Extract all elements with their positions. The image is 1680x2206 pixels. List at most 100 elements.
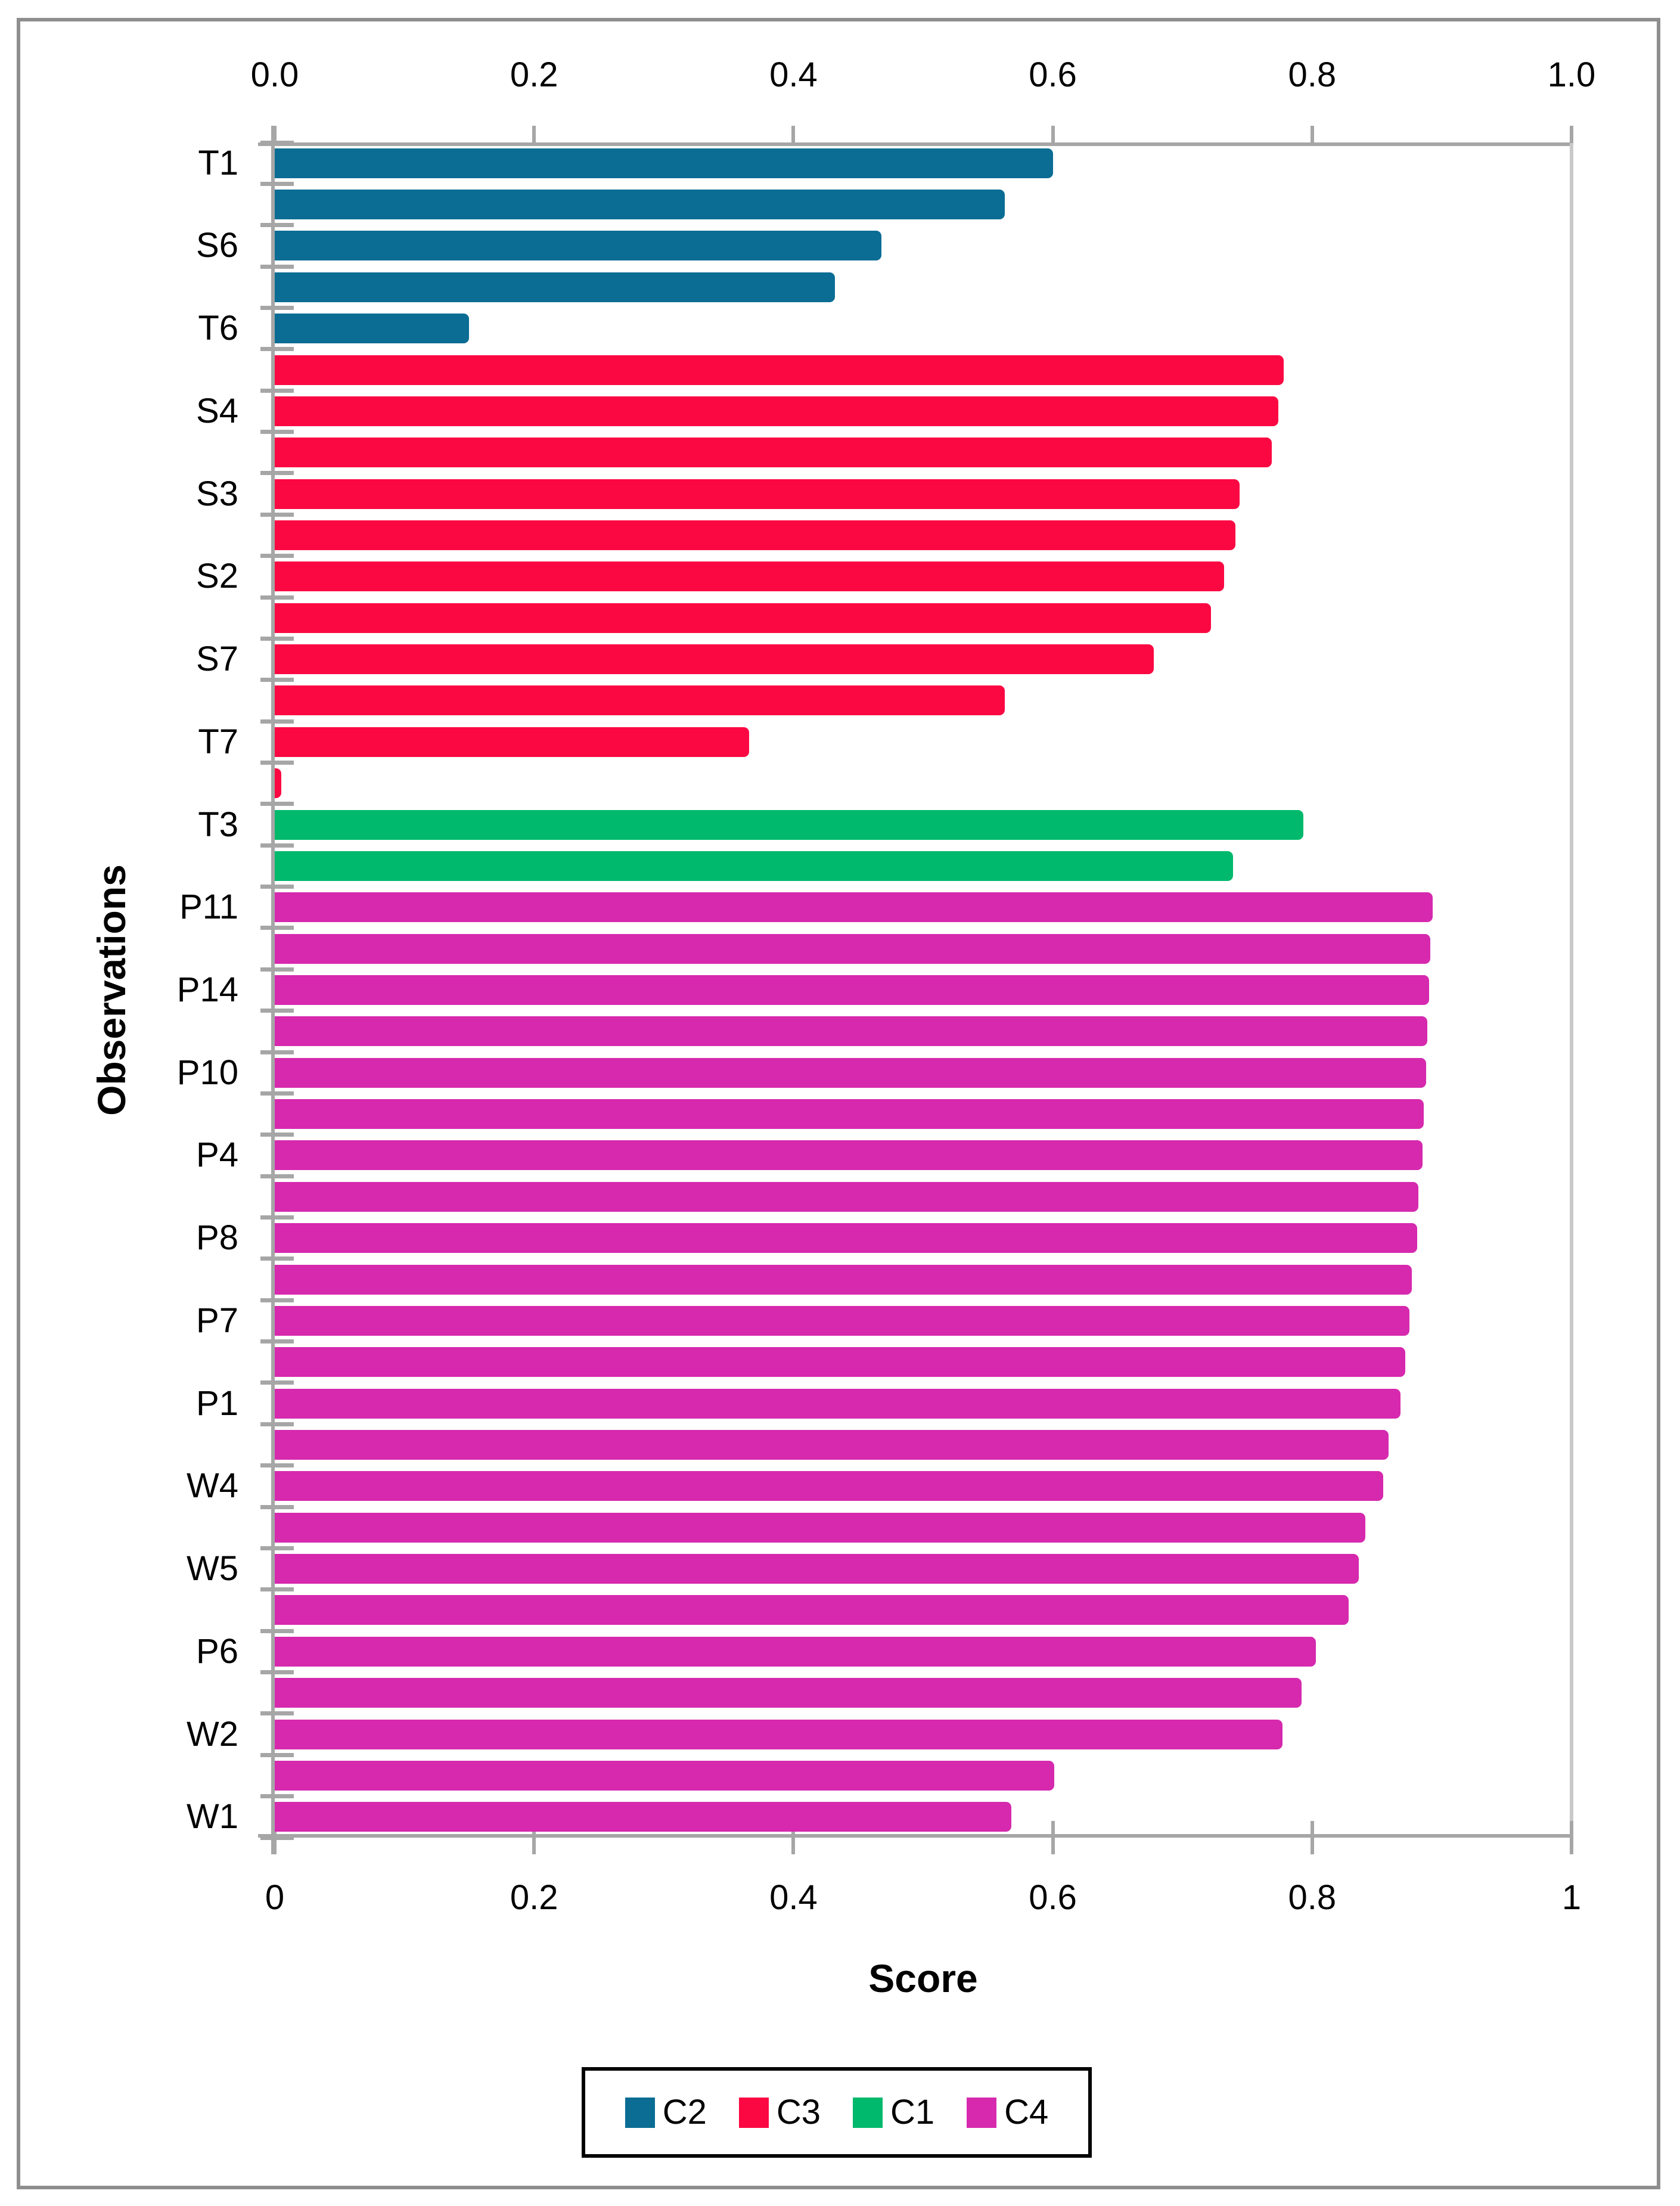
category-axis-tick — [260, 1133, 294, 1137]
category-axis-tick — [260, 1628, 294, 1633]
legend-swatch-C2 — [625, 2097, 655, 2128]
top-axis-tick-label: 0.4 — [769, 55, 818, 94]
category-axis-tick — [260, 1091, 294, 1096]
category-label-S4: S4 — [196, 391, 238, 430]
bar-unlabeled-34 — [275, 1512, 1366, 1543]
category-axis-tick — [260, 967, 294, 972]
legend-label-C1: C1 — [890, 2093, 935, 2131]
category-label-P6: P6 — [196, 1631, 238, 1671]
bar-T1 — [275, 148, 1053, 178]
category-label-T3: T3 — [198, 805, 238, 844]
bar-unlabeled-10 — [275, 520, 1236, 550]
legend-label-C3: C3 — [776, 2093, 821, 2131]
top-axis-tick — [1051, 126, 1055, 143]
legend-entry-C3: C3 — [738, 2093, 821, 2131]
bar-W4 — [275, 1471, 1384, 1501]
category-label-P1: P1 — [196, 1383, 238, 1423]
legend-entry-C4: C4 — [967, 2095, 1048, 2130]
bar-S4 — [275, 396, 1279, 426]
bar-P14 — [275, 975, 1429, 1005]
category-axis-tick — [260, 140, 294, 145]
bar-P8 — [275, 1223, 1418, 1254]
category-label-S2: S2 — [196, 557, 238, 596]
plot-right-border — [1570, 142, 1573, 1838]
category-axis-tick — [260, 1835, 294, 1840]
top-axis-tick-label: 0.8 — [1288, 55, 1337, 94]
category-axis-tick — [260, 181, 294, 186]
bar-S3 — [275, 479, 1240, 509]
category-label-W4: W4 — [187, 1466, 238, 1506]
bar-unlabeled-18 — [275, 851, 1234, 881]
bar-unlabeled-2 — [275, 190, 1005, 220]
top-axis-tick-label: 0.2 — [510, 55, 558, 94]
category-axis-tick — [260, 1256, 294, 1261]
bar-unlabeled-28 — [275, 1264, 1412, 1295]
bar-P10 — [275, 1057, 1427, 1088]
bar-unlabeled-40 — [275, 1760, 1054, 1791]
bottom-axis-tick — [532, 1821, 536, 1854]
bar-unlabeled-22 — [275, 1016, 1428, 1047]
category-axis-tick — [260, 554, 294, 559]
category-axis-tick — [260, 760, 294, 765]
top-axis-tick — [1310, 126, 1314, 143]
category-axis-tick — [260, 1009, 294, 1013]
bar-unlabeled-26 — [275, 1181, 1419, 1212]
top-axis-tick-label: 1.0 — [1547, 55, 1596, 94]
bar-unlabeled-38 — [275, 1678, 1302, 1708]
category-axis-tick — [260, 1215, 294, 1220]
bottom-axis-tick-label: 0.8 — [1288, 1878, 1337, 1917]
category-axis-tick — [260, 1422, 294, 1426]
top-axis-tick — [532, 126, 536, 143]
x-axis-title: Score — [868, 1956, 978, 2000]
bottom-axis-tick-label: 0.4 — [769, 1878, 818, 1917]
category-axis-tick — [260, 678, 294, 682]
bottom-axis-tick-label: 0.2 — [510, 1878, 558, 1917]
bar-T3 — [275, 809, 1303, 840]
category-axis-tick — [260, 802, 294, 806]
category-axis-tick — [260, 430, 294, 435]
bar-unlabeled-8 — [275, 438, 1272, 468]
bottom-axis-tick-label: 1 — [1561, 1878, 1582, 1917]
bar-S2 — [275, 561, 1224, 592]
bar-unlabeled-20 — [275, 933, 1430, 964]
category-axis-line — [271, 126, 275, 1854]
category-axis-tick — [260, 1298, 294, 1302]
figure-border — [17, 18, 1660, 2189]
bar-unlabeled-30 — [275, 1347, 1406, 1377]
bar-P4 — [275, 1140, 1423, 1171]
bottom-axis-tick — [791, 1821, 796, 1854]
category-axis-tick — [260, 1670, 294, 1675]
category-axis-tick — [260, 223, 294, 228]
legend-swatch-C4 — [967, 2097, 997, 2128]
bottom-axis-tick — [1051, 1821, 1055, 1854]
category-axis-tick — [260, 1380, 294, 1385]
category-axis-tick — [260, 1339, 294, 1344]
bar-unlabeled-14 — [275, 685, 1005, 716]
bar-S6 — [275, 231, 882, 261]
bar-P11 — [275, 892, 1433, 923]
bar-W2 — [275, 1719, 1282, 1749]
category-label-S6: S6 — [196, 226, 238, 265]
category-axis-tick — [260, 1711, 294, 1716]
top-axis-tick — [273, 126, 277, 143]
category-axis-tick — [260, 512, 294, 517]
category-label-P7: P7 — [196, 1301, 238, 1340]
category-label-P11: P11 — [179, 888, 238, 927]
category-axis-tick — [260, 636, 294, 641]
category-axis-tick — [260, 347, 294, 352]
bar-unlabeled-4 — [275, 272, 836, 302]
top-axis-tick — [791, 126, 796, 143]
category-label-P4: P4 — [196, 1135, 238, 1175]
category-axis-tick — [260, 1794, 294, 1799]
bar-T6 — [275, 314, 470, 344]
bar-unlabeled-24 — [275, 1099, 1424, 1130]
category-label-P14: P14 — [176, 970, 238, 1009]
category-axis-tick — [260, 843, 294, 848]
bar-P6 — [275, 1636, 1316, 1667]
category-axis-tick — [260, 926, 294, 930]
category-axis-tick — [260, 1587, 294, 1592]
category-axis-tick — [260, 1504, 294, 1509]
bar-unlabeled-6 — [275, 355, 1284, 385]
category-label-S3: S3 — [196, 474, 238, 513]
